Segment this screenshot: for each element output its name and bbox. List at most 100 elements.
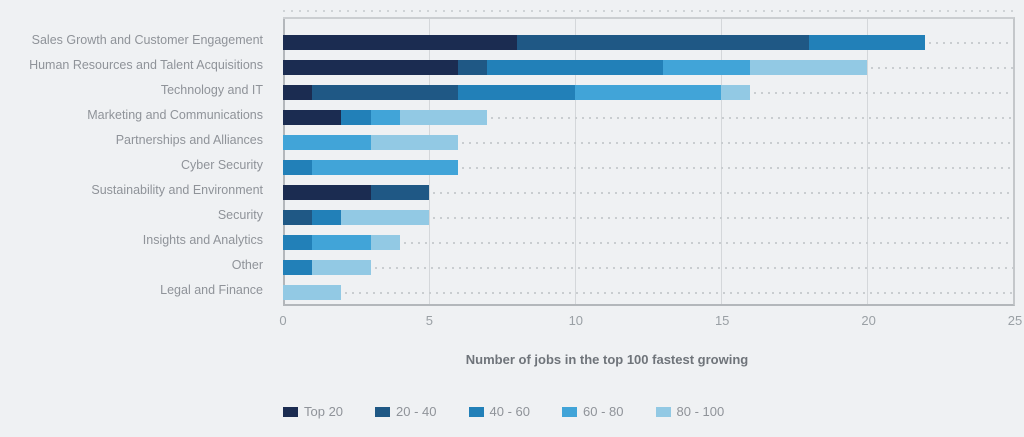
x-tick-label: 20 bbox=[861, 313, 876, 328]
stacked-bar bbox=[283, 60, 867, 75]
gridline bbox=[575, 19, 576, 304]
stacked-bar bbox=[283, 285, 342, 300]
leader-dots bbox=[374, 267, 1013, 269]
legend-item: 60 - 80 bbox=[562, 404, 624, 419]
category-label: Insights and Analytics bbox=[142, 233, 263, 247]
bar-segment bbox=[458, 60, 488, 75]
gridline bbox=[867, 19, 868, 304]
legend-label: 80 - 100 bbox=[676, 404, 725, 419]
plot-area bbox=[283, 17, 1015, 306]
stacked-bar bbox=[283, 85, 751, 100]
leader-dots bbox=[433, 217, 1013, 219]
legend-swatch bbox=[655, 406, 671, 417]
bar-segment bbox=[341, 110, 371, 125]
leader-dots bbox=[433, 192, 1013, 194]
bar-row bbox=[283, 30, 1013, 55]
bar-segment bbox=[283, 185, 371, 200]
leader-dots bbox=[462, 167, 1013, 169]
bar-segment bbox=[574, 85, 721, 100]
bar-row bbox=[283, 105, 1013, 130]
category-label: Legal and Finance bbox=[160, 283, 263, 297]
bar-segment bbox=[283, 285, 342, 300]
leader-dots bbox=[462, 142, 1013, 144]
bar-segment bbox=[808, 35, 926, 50]
bar-segment bbox=[312, 210, 342, 225]
category-label: Technology and IT bbox=[160, 83, 263, 97]
category-label: Cyber Security bbox=[181, 158, 263, 172]
leader-dots bbox=[403, 242, 1013, 244]
bar-segment bbox=[283, 210, 313, 225]
legend-item: 20 - 40 bbox=[375, 404, 437, 419]
bar-segment bbox=[283, 85, 313, 100]
bar-segment bbox=[370, 185, 429, 200]
bar-segment bbox=[458, 85, 575, 100]
x-tick-label: 10 bbox=[568, 313, 584, 328]
category-label: Sales Growth and Customer Engagement bbox=[31, 33, 263, 47]
legend-swatch bbox=[375, 406, 391, 417]
bar-segment bbox=[283, 35, 517, 50]
bar-segment bbox=[312, 85, 459, 100]
legend-label: Top 20 bbox=[304, 404, 344, 419]
legend-label: 60 - 80 bbox=[583, 404, 624, 419]
bar-segment bbox=[370, 110, 400, 125]
stacked-bar bbox=[283, 210, 429, 225]
category-label: Other bbox=[231, 258, 263, 272]
leader-dots bbox=[929, 42, 1013, 44]
bar-segment bbox=[341, 210, 429, 225]
x-tick-label: 5 bbox=[425, 313, 434, 328]
bar-rows bbox=[283, 30, 1013, 305]
x-tick-label: 0 bbox=[279, 313, 287, 328]
leader-dots bbox=[345, 292, 1013, 294]
bar-segment bbox=[312, 160, 459, 175]
bar-row bbox=[283, 180, 1013, 205]
stacked-bar bbox=[283, 235, 400, 250]
bar-segment bbox=[487, 60, 663, 75]
bar-segment bbox=[312, 235, 371, 250]
leader-dots bbox=[754, 92, 1013, 94]
x-axis-title: Number of jobs in the top 100 fastest gr… bbox=[465, 352, 749, 367]
legend-swatch bbox=[468, 406, 484, 417]
bar-segment bbox=[662, 60, 751, 75]
legend-item: 40 - 60 bbox=[468, 404, 531, 419]
bar-row bbox=[283, 155, 1013, 180]
stacked-bar bbox=[283, 35, 926, 50]
bar-row bbox=[283, 255, 1013, 280]
category-label: Sustainability and Environment bbox=[91, 183, 263, 197]
legend-label: 20 - 40 bbox=[396, 404, 437, 419]
category-axis: Sales Growth and Customer Engagement Huma… bbox=[0, 28, 263, 303]
stacked-bar bbox=[283, 260, 371, 275]
category-label: Partnerships and Alliances bbox=[115, 133, 263, 147]
bar-segment bbox=[720, 85, 751, 100]
bar-segment bbox=[399, 110, 488, 125]
x-axis-ticks: 0 5 10 15 20 25 bbox=[279, 313, 1022, 329]
leader-dots bbox=[871, 67, 1013, 69]
legend: Top 20 20 - 40 40 - 60 60 - 80 80 - 100 bbox=[283, 404, 724, 419]
bar-segment bbox=[283, 160, 313, 175]
bar-segment bbox=[283, 260, 313, 275]
bar-segment bbox=[283, 60, 459, 75]
x-tick-label: 15 bbox=[714, 313, 730, 328]
bar-segment bbox=[370, 235, 400, 250]
x-tick-label: 25 bbox=[1007, 313, 1023, 328]
top-dotted-line bbox=[283, 10, 1015, 12]
bar-segment bbox=[312, 260, 371, 275]
bar-row bbox=[283, 80, 1013, 105]
bar-row bbox=[283, 55, 1013, 80]
bar-segment bbox=[283, 135, 371, 150]
category-label: Human Resources and Talent Acquisitions bbox=[29, 58, 263, 72]
bar-row bbox=[283, 205, 1013, 230]
category-label: Security bbox=[217, 208, 263, 222]
category-label: Marketing and Communications bbox=[87, 108, 263, 122]
legend-label: 40 - 60 bbox=[489, 404, 531, 419]
bar-segment bbox=[283, 110, 342, 125]
leader-dots bbox=[491, 117, 1013, 119]
stacked-bar bbox=[283, 160, 459, 175]
bar-row bbox=[283, 130, 1013, 155]
legend-swatch bbox=[283, 406, 298, 417]
legend-swatch bbox=[562, 406, 578, 417]
stacked-bar bbox=[283, 185, 429, 200]
bar-segment bbox=[283, 235, 313, 250]
legend-item: 80 - 100 bbox=[655, 404, 725, 419]
bar-segment bbox=[370, 135, 459, 150]
